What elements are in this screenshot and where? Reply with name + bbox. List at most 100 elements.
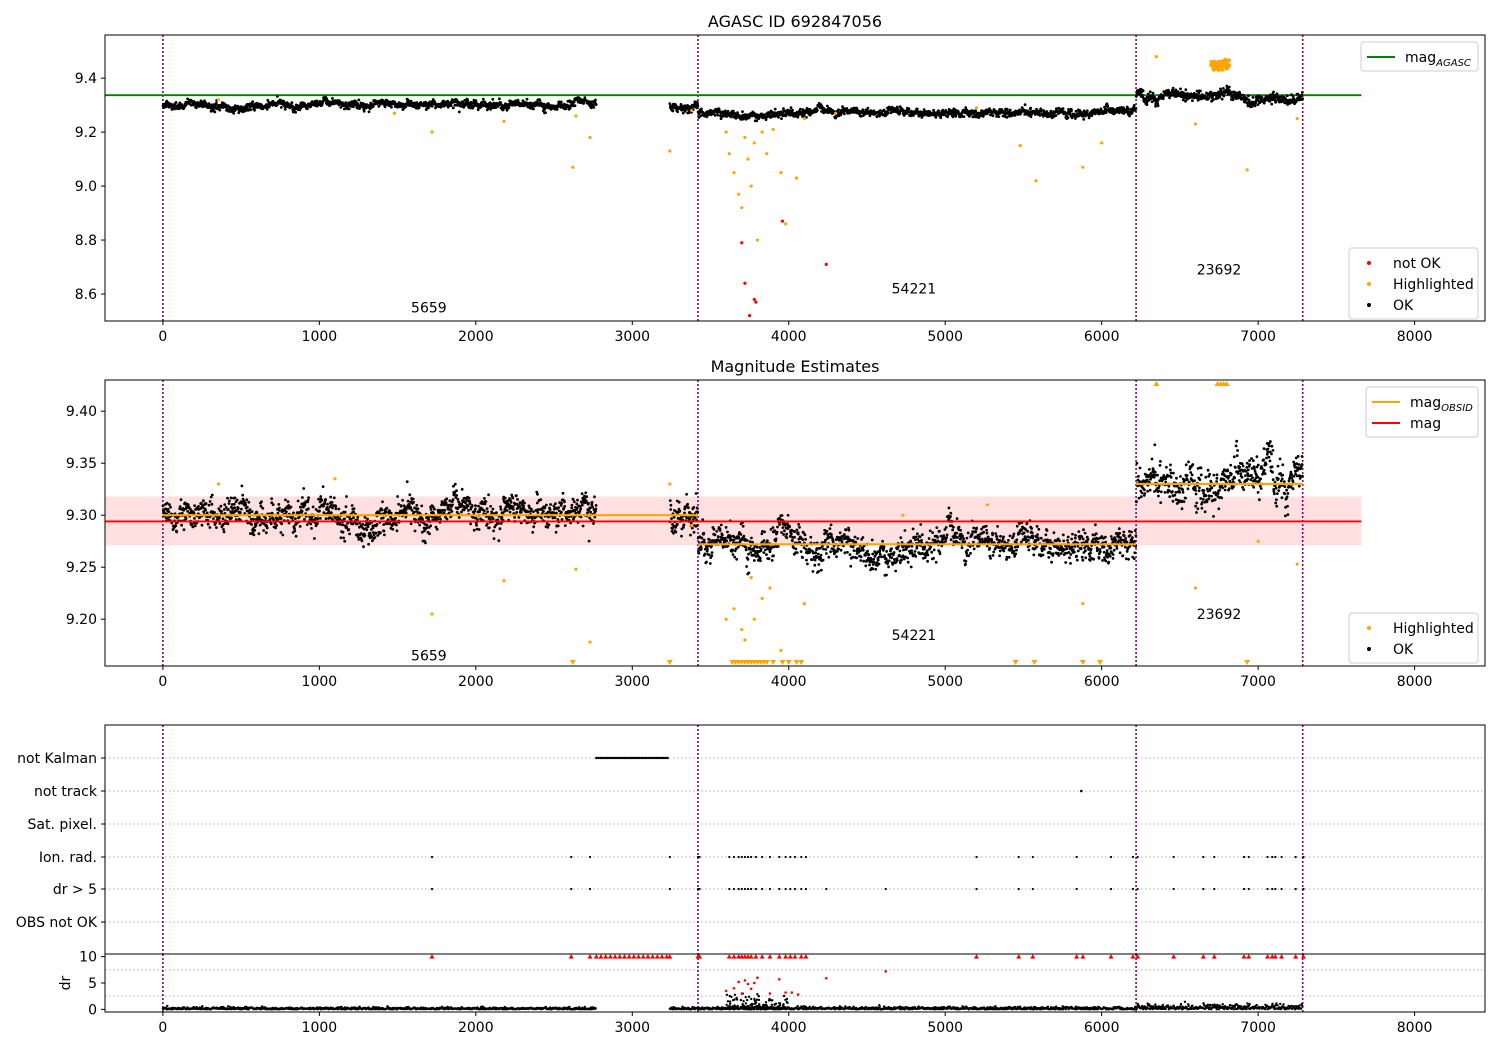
ok-point	[352, 510, 355, 514]
ok-point	[355, 522, 359, 526]
ok-point	[361, 522, 365, 526]
ok-point	[707, 553, 711, 557]
ok-point	[449, 104, 453, 107]
ok-point	[331, 97, 334, 100]
ok-point	[439, 517, 442, 521]
ok-point	[841, 105, 844, 108]
ok-point	[228, 499, 231, 503]
ok-point	[306, 498, 310, 502]
ok-point	[410, 508, 414, 512]
ok-point	[268, 517, 272, 521]
ok-point	[1246, 104, 1250, 108]
ok-point	[782, 107, 785, 111]
ok-point	[859, 114, 863, 118]
ok-point	[339, 536, 343, 540]
ok-point	[715, 529, 719, 533]
ok-point	[409, 99, 413, 103]
ok-point	[1134, 107, 1138, 110]
ok-point	[1231, 94, 1234, 98]
ok-point	[1222, 87, 1225, 90]
ok-point	[801, 556, 804, 559]
ok-point	[692, 506, 696, 509]
ok-point	[542, 510, 545, 513]
ok-point	[411, 497, 415, 501]
ok-point	[745, 539, 749, 542]
ok-point	[703, 552, 707, 556]
highlighted-point	[571, 165, 575, 169]
ok-point	[773, 107, 777, 111]
ok-point	[1023, 103, 1027, 107]
ok-point	[819, 103, 823, 106]
ok-point	[592, 105, 596, 109]
ok-point	[360, 539, 364, 543]
highlighted-point	[1212, 64, 1217, 69]
ok-point	[956, 110, 960, 113]
ok-point	[294, 534, 298, 538]
ok-point	[254, 523, 258, 527]
ok-point	[1251, 96, 1255, 99]
ok-point	[492, 529, 495, 533]
ok-point	[594, 504, 598, 507]
ok-point	[535, 501, 539, 505]
highlighted-point	[430, 130, 434, 134]
ok-point	[374, 531, 378, 535]
ok-point	[544, 111, 547, 114]
ok-point	[731, 553, 735, 556]
ok-point	[739, 533, 743, 536]
ok-point	[781, 526, 785, 529]
ok-point	[262, 529, 265, 532]
ok-point	[1238, 90, 1241, 94]
ok-point	[367, 110, 371, 114]
ok-point	[178, 505, 182, 508]
ok-point	[222, 530, 226, 534]
ok-point	[556, 524, 560, 528]
ok-point	[542, 102, 546, 106]
ok-point	[825, 552, 828, 555]
ok-point	[491, 97, 495, 101]
ok-point	[305, 523, 309, 526]
ok-point	[477, 528, 481, 531]
highlighted-point	[1154, 54, 1159, 59]
ok-point	[1197, 91, 1201, 95]
ok-point	[215, 526, 218, 529]
obsid-label: 5659	[411, 301, 447, 317]
ok-point	[896, 105, 899, 109]
ok-point	[491, 507, 495, 511]
ok-point	[560, 510, 563, 514]
ok-point	[381, 500, 384, 504]
ok-point	[174, 524, 178, 528]
ok-point	[941, 108, 945, 112]
ok-point	[762, 551, 766, 554]
ok-point	[204, 502, 208, 506]
ok-point	[1199, 89, 1202, 93]
ok-point	[767, 557, 771, 561]
ok-point	[989, 113, 992, 117]
ok-point	[774, 537, 778, 541]
ok-point	[313, 537, 316, 540]
highlighted-point	[737, 192, 741, 196]
ok-point	[772, 554, 775, 558]
highlighted-point	[779, 171, 783, 175]
ok-point	[954, 114, 958, 118]
highlighted-point	[574, 114, 578, 118]
highlighted-point	[1018, 144, 1022, 148]
ok-point	[255, 511, 259, 514]
ok-point	[829, 550, 832, 554]
ok-point	[752, 559, 756, 562]
ok-point	[293, 529, 297, 533]
ok-point	[415, 510, 418, 513]
ok-point	[731, 109, 735, 113]
ok-point	[355, 518, 359, 521]
ok-point	[204, 508, 207, 512]
ok-point	[538, 99, 542, 102]
x-tick-label: 5000	[927, 329, 963, 345]
ok-point	[1227, 85, 1231, 89]
ok-point	[415, 101, 419, 104]
ok-point	[357, 98, 361, 102]
ok-point	[1218, 95, 1222, 99]
highlighted-point	[1295, 117, 1299, 121]
ok-point	[472, 528, 476, 532]
ok-point	[507, 105, 511, 109]
ok-point	[1148, 90, 1152, 94]
ok-point	[1300, 91, 1304, 94]
